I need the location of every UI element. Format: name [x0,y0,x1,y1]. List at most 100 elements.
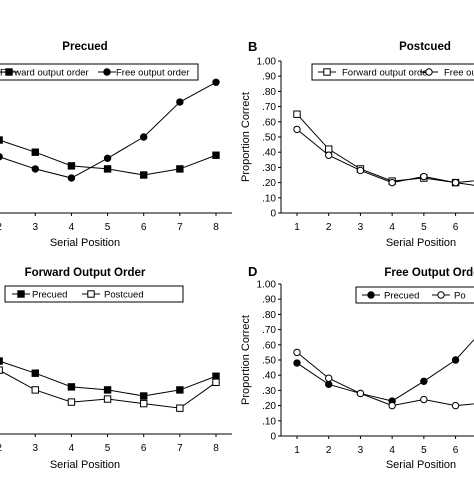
panel-title: Precued [62,41,107,53]
data-point [420,377,428,385]
data-point [67,162,76,170]
x-axis-label: Serial Position [50,459,120,471]
series-line [296,352,474,407]
legend-label: Postcued [104,290,144,301]
x-tick-label: 2 [0,222,2,233]
legend-box [355,286,474,304]
x-tick-label: 7 [177,222,183,233]
data-point [451,356,460,364]
y-tick-label: .40 [262,371,276,382]
data-point [325,374,333,382]
series-line [296,338,474,402]
x-tick-label: 1 [294,445,300,456]
x-tick-label: 7 [177,443,183,454]
data-point [176,98,184,106]
legend: Precued Postcued [4,285,184,303]
legend-marker [437,291,445,299]
legend: Forward output order Free output order [311,63,474,81]
legend-label: Free output order [116,68,189,79]
x-tick-label: 3 [358,445,364,456]
y-tick-label: .50 [262,356,276,367]
data-point [212,372,220,380]
data-point [140,171,148,179]
y-tick-label: .70 [262,102,276,113]
data-point [103,154,112,162]
series-line [0,370,217,409]
y-axis-label: Proportion Correct [240,315,252,405]
legend-label: Precued [384,291,419,302]
data-point [212,378,220,387]
x-tick-label: 1 [294,222,300,233]
data-point [103,395,112,403]
x-tick-label: 4 [389,222,395,233]
data-point [212,151,220,159]
data-point [325,380,333,389]
x-tick-label: 2 [326,445,332,456]
data-point [31,386,39,394]
x-axis-label: Serial Position [50,237,120,249]
y-tick-label: .50 [262,133,276,144]
data-point [31,148,39,156]
legend-label: Free output order [444,68,474,79]
y-tick-label: 0 [270,209,276,220]
data-point [0,153,3,161]
panel-c: Forward Output Order12345678Serial Posit… [0,267,232,471]
legend-marker [5,68,13,76]
legend-marker [425,68,433,76]
panel-letter: D [248,264,257,279]
x-tick-label: 2 [0,443,2,454]
x-tick-label: 8 [213,443,219,454]
data-point [451,178,460,187]
x-tick-label: 5 [421,445,427,456]
x-tick-label: 5 [105,443,111,454]
data-point [31,369,39,377]
data-point [388,178,396,187]
data-point [140,399,148,408]
series-line [0,81,217,179]
series-2 [0,366,220,412]
y-tick-label: .90 [262,72,276,83]
x-tick-label: 5 [421,222,427,233]
panel-title: Forward Output Order [25,267,146,279]
data-point [293,110,301,118]
series-line [0,360,217,397]
data-point [325,151,333,159]
x-tick-label: 3 [358,222,364,233]
x-tick-label: 6 [453,445,459,456]
x-tick-label: 2 [326,222,332,233]
data-point [176,165,184,173]
y-tick-label: .10 [262,193,276,204]
series-2 [293,348,474,410]
data-point [0,136,3,144]
data-point [293,125,301,134]
data-point [176,386,184,394]
x-tick-label: 6 [141,443,147,454]
legend-box [311,63,474,81]
legend-label: Precued [32,290,67,301]
y-tick-label: .20 [262,178,276,189]
y-tick-label: .80 [262,310,276,321]
series-1 [293,110,474,187]
data-point [388,401,396,410]
data-point [103,386,112,394]
data-point [293,348,301,357]
legend-label: Po [454,291,466,302]
y-tick-label: .70 [262,325,276,336]
panel-d: D Free Output Orde 0 .10 .20 .30 .40 .50 .60 .70.… [240,264,474,471]
data-point [356,389,365,398]
series-2 [0,78,220,182]
x-tick-label: 4 [389,445,395,456]
y-tick-label: .40 [262,148,276,159]
y-tick-label: 1.00 [257,280,277,291]
panel-letter: B [248,39,257,54]
x-axis-label: Serial Position [386,459,456,471]
y-tick-label: .30 [262,163,276,174]
y-axis-label: Proportion Correct [240,92,252,182]
x-axis-label: Serial Position [386,237,456,249]
panel-title: Postcued [399,41,451,53]
legend-marker [323,68,331,76]
figure-root: Precued 1 2 3 4 5 6 7 8 Serial Position Forward ou… [0,39,474,471]
